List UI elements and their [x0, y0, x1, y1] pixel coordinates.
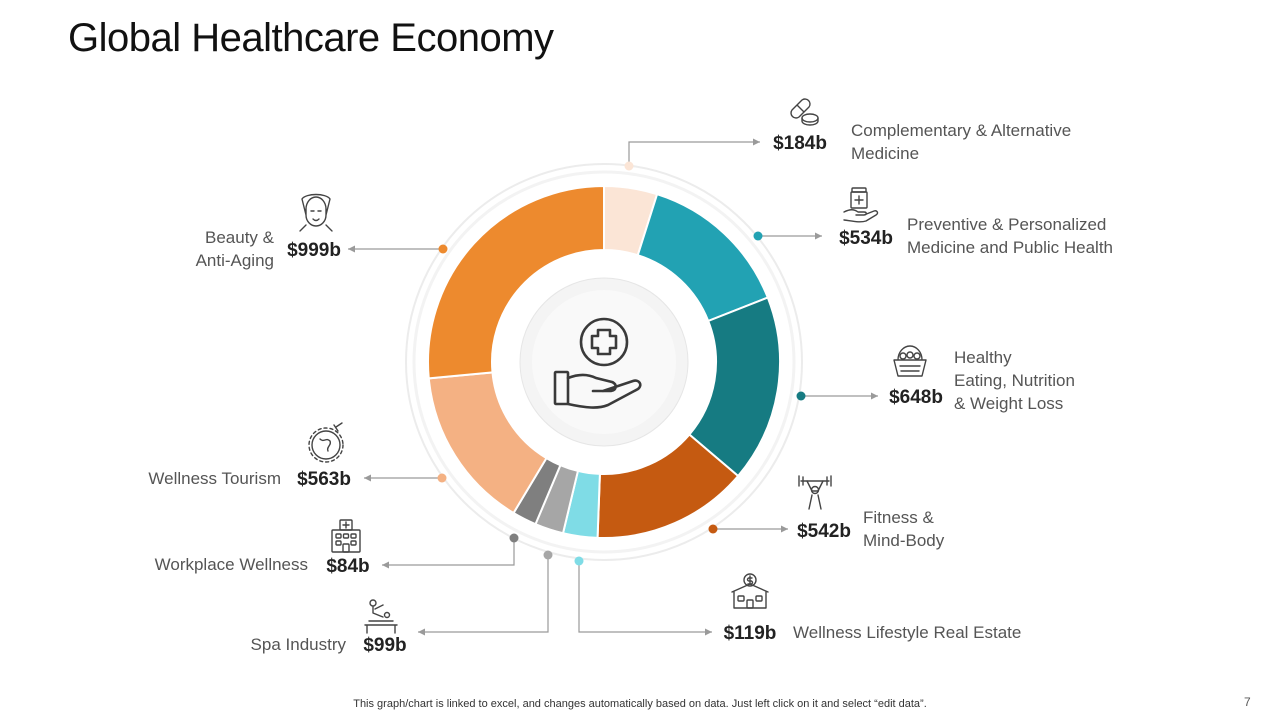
category-label-9: Beauty & Anti-Aging [196, 228, 275, 270]
woman-face-icon [299, 193, 333, 232]
leader-arrow-5 [705, 628, 712, 636]
leader-line-7 [382, 538, 515, 566]
leader-arrow-1 [753, 138, 760, 146]
category-label-line: Wellness Lifestyle Real Estate [793, 623, 1021, 642]
donut-slices [427, 184, 781, 539]
weightlifter-icon [798, 475, 832, 510]
leader-line-1 [628, 141, 760, 166]
value-label-1: $184b [773, 133, 827, 154]
leader-dot-6 [543, 550, 553, 560]
category-label-4: Fitness & Mind-Body [863, 508, 945, 550]
house-dollar-icon [731, 573, 769, 609]
leader-dot-8 [437, 473, 447, 483]
value-label-4: $542b [797, 521, 851, 542]
page-number: 7 [1244, 695, 1251, 709]
value-label-5: $119b [724, 623, 777, 644]
leader-arrow-8 [364, 474, 371, 482]
outer-ring-inner [412, 170, 796, 554]
hand-medical-cross-icon [553, 317, 642, 409]
category-label-line: Mind-Body [863, 531, 945, 550]
value-label-8: $563b [297, 469, 351, 490]
category-label-5: Wellness Lifestyle Real Estate [793, 623, 1021, 642]
value-label-6: $99b [363, 635, 406, 656]
category-label-8: Wellness Tourism [148, 469, 281, 488]
leader-dot-7 [509, 533, 519, 543]
category-label-line: Healthy [954, 348, 1012, 367]
spa-massage-icon [364, 599, 398, 634]
category-label-line: Fitness & [863, 508, 935, 527]
leader-line-6 [418, 555, 549, 633]
food-basket-icon [893, 345, 927, 377]
leader-dot-9 [438, 244, 448, 254]
category-label-2: Preventive & Personalized Medicine and Pu… [907, 215, 1113, 257]
leader-arrow-7 [382, 561, 389, 569]
slide-title: Global Healthcare Economy [68, 16, 554, 60]
category-label-line: Wellness Tourism [148, 469, 281, 488]
leader-dot-4 [708, 524, 718, 534]
category-label-line: Eating, Nutrition [954, 371, 1075, 390]
footer-note: This graph/chart is linked to excel, and… [353, 698, 927, 710]
center-disc-top [532, 290, 676, 434]
slice-labels: $184b Complementary & Alternative Medicine… [148, 98, 1113, 656]
category-label-line: Workplace Wellness [155, 555, 308, 574]
category-label-3: Healthy Eating, Nutrition & Weight Loss [954, 348, 1075, 413]
category-label-line: Spa Industry [251, 635, 347, 654]
leader-arrow-6 [418, 628, 425, 636]
leader-arrow-4 [781, 525, 788, 533]
leader-dot-2 [753, 231, 763, 241]
category-label-line: Beauty & [205, 228, 275, 247]
value-label-7: $84b [326, 556, 369, 577]
pills-icon [790, 98, 819, 126]
category-label-line: Anti-Aging [196, 251, 274, 270]
category-label-6: Spa Industry [251, 635, 347, 654]
office-building-icon [331, 519, 361, 553]
category-label-1: Complementary & Alternative Medicine [851, 121, 1071, 163]
category-label-line: Preventive & Personalized [907, 215, 1106, 234]
category-label-line: Complementary & Alternative [851, 121, 1071, 140]
category-label-7: Workplace Wellness [155, 555, 308, 574]
leader-dot-1 [624, 161, 634, 171]
globe-plane-icon [308, 422, 344, 463]
outer-ring [405, 163, 803, 561]
value-label-9: $999b [287, 240, 341, 261]
medicine-bottle-hand-icon [843, 187, 879, 223]
leader-arrow-3 [871, 392, 878, 400]
leader-dot-5 [574, 556, 584, 566]
category-label-line: & Weight Loss [954, 394, 1063, 413]
leader-dot-3 [796, 391, 806, 401]
value-label-2: $534b [839, 228, 893, 249]
category-label-line: Medicine and Public Health [907, 238, 1113, 257]
category-label-line: Medicine [851, 144, 919, 163]
value-label-3: $648b [889, 387, 943, 408]
leader-arrow-9 [348, 245, 355, 253]
leader-arrow-2 [815, 232, 822, 240]
leader-line-5 [578, 561, 712, 633]
